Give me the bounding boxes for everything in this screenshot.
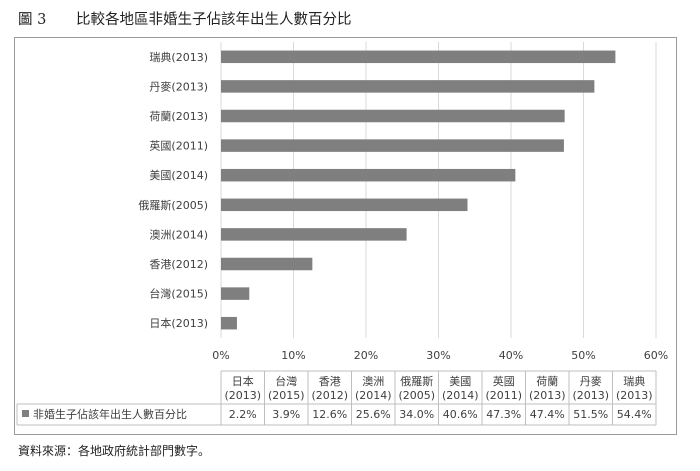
data-label: 51.5% xyxy=(573,408,608,421)
data-label: 47.4% xyxy=(530,408,565,421)
table-region: 荷蘭 xyxy=(536,375,558,388)
legend-swatch xyxy=(22,410,29,417)
bar xyxy=(221,316,237,330)
table-region: 丹麥 xyxy=(580,375,602,388)
table-year: (2013) xyxy=(616,389,653,402)
category-label: 美國(2014) xyxy=(149,169,208,182)
bar xyxy=(221,228,407,241)
table-year: (2005) xyxy=(398,389,435,402)
category-label: 瑞典(2013) xyxy=(149,50,208,64)
table-year: (2014) xyxy=(355,389,392,402)
category-label: 英國(2011) xyxy=(149,139,208,153)
bar xyxy=(221,139,564,152)
bar xyxy=(221,287,250,300)
data-label: 2.2% xyxy=(229,408,257,421)
tick-label: 60% xyxy=(644,349,668,362)
data-label: 40.6% xyxy=(443,408,478,421)
tick-label: 30% xyxy=(426,349,450,362)
data-label: 12.6% xyxy=(312,408,347,421)
chart-frame xyxy=(14,37,677,435)
table-region: 香港 xyxy=(319,375,341,388)
figure-title-text: 比較各地區非婚生子佔該年出生人數百分比 xyxy=(76,12,352,28)
category-label: 荷蘭(2013) xyxy=(149,110,208,123)
category-label: 日本(2013) xyxy=(149,316,208,330)
table-region: 台灣 xyxy=(275,374,297,388)
table-region: 英國 xyxy=(493,374,515,388)
figure-number: 圖 3 xyxy=(18,12,47,28)
bar xyxy=(221,80,595,93)
category-label: 香港(2012) xyxy=(149,258,208,271)
table-region: 俄羅斯 xyxy=(400,375,433,388)
table-year: (2014) xyxy=(442,389,479,402)
bar xyxy=(221,109,565,123)
category-label: 台灣(2015) xyxy=(149,287,208,301)
category-label: 丹麥(2013) xyxy=(149,80,208,93)
tick-label: 50% xyxy=(571,349,595,362)
table-year: (2012) xyxy=(311,389,348,402)
table-region: 美國 xyxy=(449,375,471,388)
table-year: (2013) xyxy=(572,389,609,402)
tick-label: 20% xyxy=(354,349,378,362)
category-label: 澳洲(2014) xyxy=(149,228,208,241)
table-year: (2013) xyxy=(224,389,261,402)
table-year: (2011) xyxy=(485,389,522,402)
table-year: (2013) xyxy=(529,389,566,402)
data-label: 3.9% xyxy=(272,408,300,421)
data-label: 34.0% xyxy=(399,408,434,421)
data-label: 54.4% xyxy=(617,408,652,421)
bar xyxy=(221,257,313,271)
data-label: 47.3% xyxy=(486,408,521,421)
bar xyxy=(221,198,468,212)
bar xyxy=(221,50,616,64)
tick-label: 40% xyxy=(499,349,523,362)
tick-label: 10% xyxy=(281,349,305,362)
bar xyxy=(221,168,516,182)
source-note: 資料來源：各地政府統計部門數字。 xyxy=(18,444,211,458)
table-year: (2015) xyxy=(268,389,305,402)
category-label: 俄羅斯(2005) xyxy=(138,199,208,212)
data-label: 25.6% xyxy=(356,408,391,421)
figure-title: 圖 3 比較各地區非婚生子佔該年出生人數百分比 xyxy=(18,8,352,29)
series-name: 非婚生子佔該年出生人數百分比 xyxy=(33,407,187,421)
table-region: 日本 xyxy=(232,374,254,388)
tick-label: 0% xyxy=(212,349,229,362)
table-region: 澳洲 xyxy=(362,375,384,388)
table-region: 瑞典 xyxy=(623,374,645,388)
